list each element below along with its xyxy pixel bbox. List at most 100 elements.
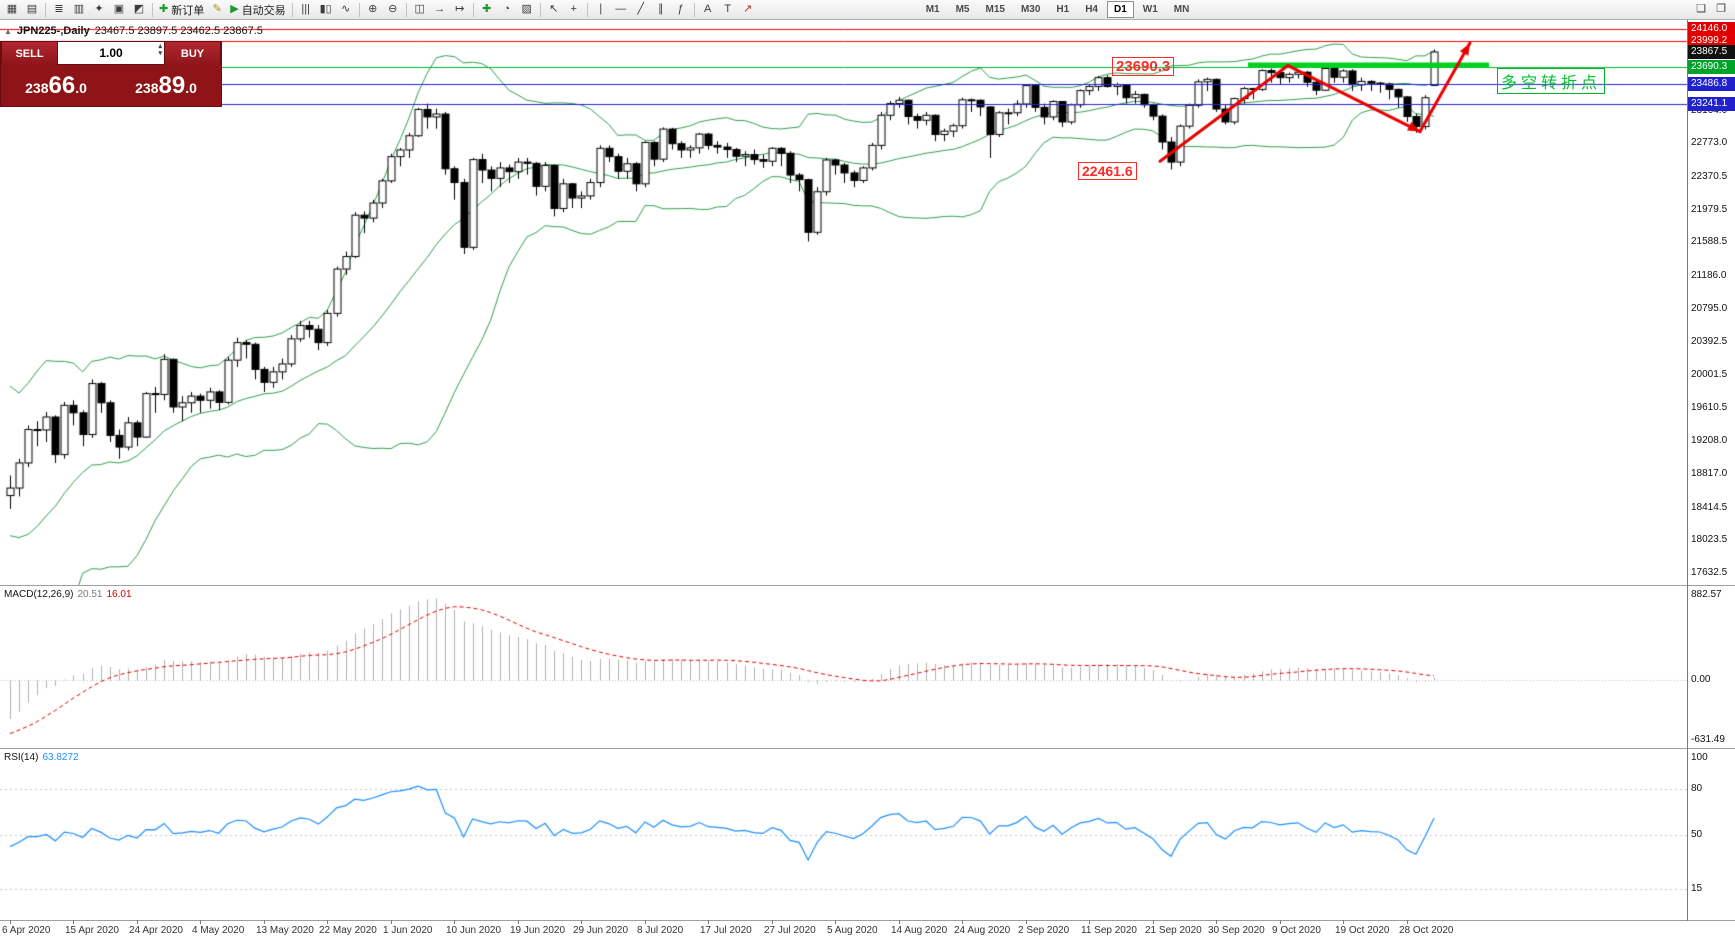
bar-chart-button[interactable]: |||	[296, 1, 316, 18]
toolbar-separator	[291, 2, 293, 17]
symbol-period-label: JPN225-,Daily	[16, 25, 90, 37]
time-axis-label: 19 Oct 2020	[1335, 925, 1390, 936]
time-axis-tick	[200, 920, 201, 924]
profiles-button[interactable]: ▤	[22, 1, 42, 18]
auto-scroll-button[interactable]: →	[430, 1, 450, 18]
time-axis-tick	[1153, 920, 1154, 924]
price-axis-label: 21979.5	[1691, 203, 1728, 215]
macd-signal-value: 16.01	[106, 589, 132, 600]
text-label-button[interactable]: T	[718, 1, 738, 18]
timeframe-m1-button[interactable]: M1	[925, 4, 940, 15]
arrows-button[interactable]: ↗	[738, 1, 758, 18]
crosshair-button[interactable]: +	[564, 1, 584, 18]
zoom-out-button[interactable]: ⊖	[383, 1, 403, 18]
market-watch-button[interactable]: ≣	[49, 1, 69, 18]
macd-axis-label: -631.49	[1691, 734, 1725, 746]
volume-up-icon[interactable]: ▴	[158, 43, 162, 50]
toolbar-separator	[539, 2, 541, 17]
time-axis-tick	[1343, 920, 1344, 924]
time-axis-label: 27 Jul 2020	[764, 925, 816, 936]
terminal-button[interactable]: ▣	[109, 1, 129, 18]
time-axis-tick	[708, 920, 709, 924]
toolbar-separator	[358, 2, 360, 17]
indicators-button[interactable]: ✚	[477, 1, 497, 18]
window-list-icon: ❏	[1696, 3, 1706, 15]
tile-windows-button[interactable]: ◫	[410, 1, 430, 18]
one-click-toggle-icon[interactable]: ▲	[4, 26, 12, 36]
time-axis-label: 30 Sep 2020	[1208, 925, 1265, 936]
candlestick-chart-button[interactable]: ▮▯	[316, 1, 336, 18]
time-axis-tick	[137, 920, 138, 924]
time-axis-tick	[1089, 920, 1090, 924]
metaeditor-button[interactable]: ✎	[207, 1, 227, 18]
timeframe-d1-button[interactable]: D1	[1107, 1, 1134, 18]
time-axis-label: 10 Jun 2020	[446, 925, 502, 936]
cursor-button[interactable]: ↖	[544, 1, 564, 18]
price-axis-label: 18414.5	[1691, 501, 1728, 513]
timeframe-mn-button[interactable]: MN	[1173, 4, 1190, 15]
trendline-icon: ╱	[637, 3, 644, 15]
timeframe-w1-button[interactable]: W1	[1142, 4, 1158, 15]
buy-button[interactable]: BUY	[164, 42, 221, 65]
new-order-button[interactable]: ✚ 新订单	[156, 1, 207, 18]
volume-spinner[interactable]: ▴ ▾	[158, 43, 162, 57]
autotrading-icon: ▶	[230, 3, 239, 15]
autotrading-button[interactable]: ▶ 自动交易	[227, 1, 288, 18]
sell-price-frac: .0	[75, 80, 87, 96]
new-chart-button[interactable]: ▦	[2, 1, 22, 18]
zoom-in-button[interactable]: ⊕	[363, 1, 383, 18]
print-button[interactable]: ❐	[1711, 1, 1731, 18]
text-icon: A	[704, 3, 712, 15]
periods-button[interactable]: ◔	[497, 1, 517, 18]
pane-separator[interactable]	[0, 748, 1735, 749]
strategy-tester-button[interactable]: ◩	[129, 1, 149, 18]
profiles-icon: ▤	[26, 3, 38, 15]
navigator-button[interactable]: ✦	[89, 1, 109, 18]
line-chart-button[interactable]: ∿	[336, 1, 356, 18]
trendline-button[interactable]: ╱	[631, 1, 651, 18]
time-axis-tick	[454, 920, 455, 924]
time-axis-tick	[73, 920, 74, 924]
sell-button[interactable]: SELL	[1, 42, 58, 65]
time-axis-tick	[391, 920, 392, 924]
price-label-23690[interactable]: 23690.3	[1112, 57, 1175, 76]
rsi-pane-canvas[interactable]	[0, 750, 1687, 920]
volume-value: 1.00	[99, 46, 123, 60]
time-axis-label: 17 Jul 2020	[700, 925, 752, 936]
new-chart-icon: ▦	[6, 3, 18, 15]
timeframe-m15-button[interactable]: M15	[985, 4, 1005, 15]
chart-list-button[interactable]: ❏	[1691, 1, 1711, 18]
volume-input[interactable]: 1.00 ▴ ▾	[58, 42, 164, 65]
buy-price-prefix: 238	[135, 80, 159, 96]
timeframe-m30-button[interactable]: M30	[1020, 4, 1041, 15]
time-axis-label: 1 Jun 2020	[383, 925, 433, 936]
pane-separator[interactable]	[0, 920, 1735, 921]
time-axis-label: 15 Apr 2020	[65, 925, 119, 936]
fibonacci-button[interactable]: ƒ	[671, 1, 691, 18]
volume-down-icon[interactable]: ▾	[158, 50, 162, 57]
vertical-line-button[interactable]: ∣	[591, 1, 611, 18]
macd-pane-canvas[interactable]	[0, 587, 1687, 748]
timeframe-h1-button[interactable]: H1	[1056, 4, 1070, 15]
text-button[interactable]: A	[698, 1, 718, 18]
price-label-22461[interactable]: 22461.6	[1078, 162, 1137, 180]
data-window-button[interactable]: ▥	[69, 1, 89, 18]
horizontal-line-button[interactable]: —	[611, 1, 631, 18]
timeframe-m5-button[interactable]: M5	[955, 4, 970, 15]
main-chart-canvas[interactable]	[0, 20, 1687, 585]
price-axis-label: 18817.0	[1691, 468, 1728, 480]
templates-button[interactable]: ▨	[517, 1, 537, 18]
horizontal-line-icon: —	[615, 3, 627, 15]
note-turning-point[interactable]: 多空转折点	[1497, 68, 1606, 94]
print-icon: ❐	[1716, 3, 1726, 15]
pane-separator[interactable]	[0, 585, 1735, 586]
timeframe-h4-button[interactable]: H4	[1085, 4, 1098, 15]
price-tag: 24146.0	[1688, 21, 1735, 36]
channel-button[interactable]: ∥	[651, 1, 671, 18]
zoom-in-icon: ⊕	[368, 3, 378, 15]
chart-shift-button[interactable]: ↦	[450, 1, 470, 18]
time-axis-label: 13 May 2020	[256, 925, 314, 936]
time-axis-label: 5 Aug 2020	[827, 925, 878, 936]
time-axis-label: 24 Apr 2020	[129, 925, 183, 936]
